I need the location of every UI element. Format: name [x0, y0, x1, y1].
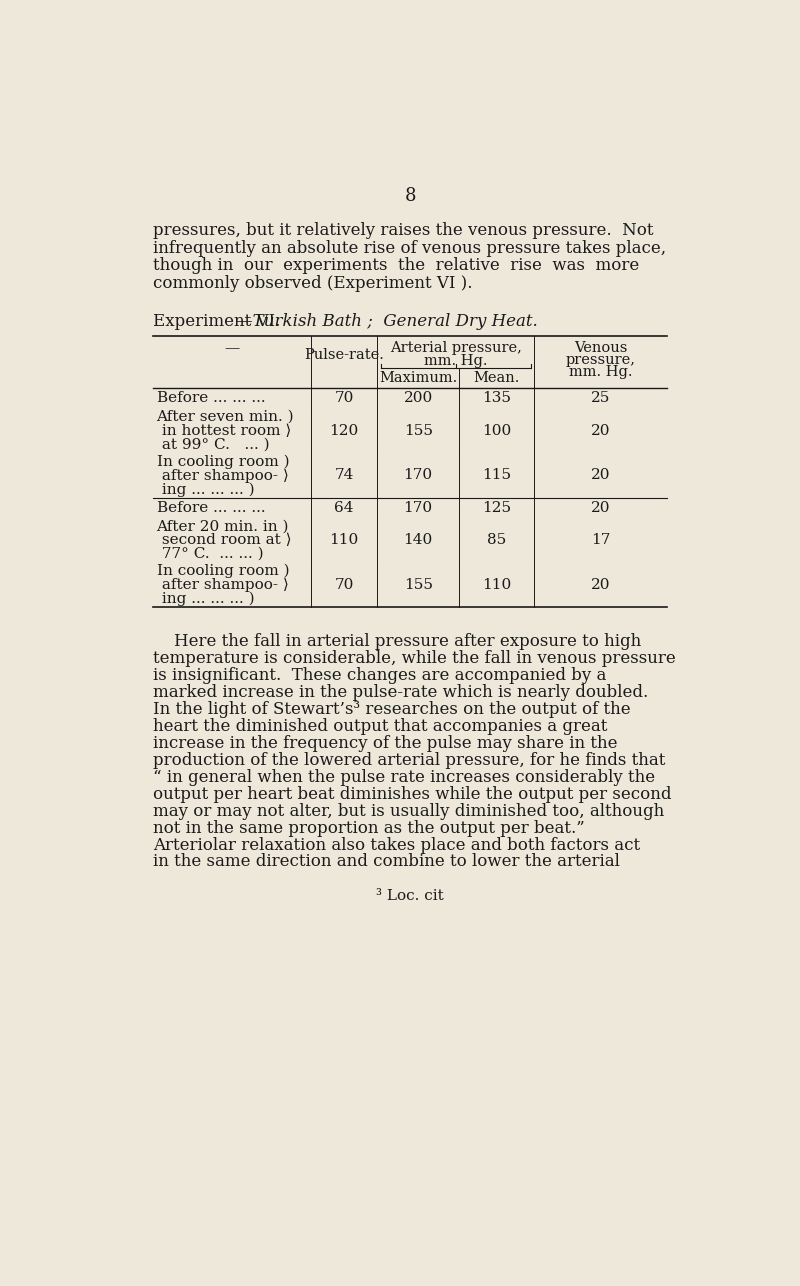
Text: 8: 8 [404, 186, 416, 204]
Text: 100: 100 [482, 424, 511, 437]
Text: 25: 25 [591, 391, 610, 405]
Text: “ in general when the pulse rate increases considerably the: “ in general when the pulse rate increas… [153, 769, 655, 786]
Text: pressure,: pressure, [566, 352, 636, 367]
Text: —Turkish Bath ;  General Dry Heat.: —Turkish Bath ; General Dry Heat. [237, 312, 538, 331]
Text: ³ Loc. cit: ³ Loc. cit [376, 889, 444, 903]
Text: In cooling room ): In cooling room ) [157, 565, 290, 579]
Text: output per heart beat diminishes while the output per second: output per heart beat diminishes while t… [153, 786, 671, 802]
Text: Pulse-rate.: Pulse-rate. [304, 347, 384, 361]
Text: 20: 20 [591, 424, 610, 437]
Text: ing ... ... ... ): ing ... ... ... ) [157, 592, 254, 606]
Text: After seven min. ): After seven min. ) [157, 410, 294, 424]
Text: Maximum.: Maximum. [379, 372, 458, 386]
Text: ing ... ... ... ): ing ... ... ... ) [157, 482, 254, 496]
Text: infrequently an absolute rise of venous pressure takes place,: infrequently an absolute rise of venous … [153, 239, 666, 257]
Text: may or may not alter, but is usually diminished too, although: may or may not alter, but is usually dim… [153, 802, 664, 819]
Text: mm. Hg.: mm. Hg. [424, 354, 487, 368]
Text: 120: 120 [330, 424, 358, 437]
Text: second room at ⟩: second room at ⟩ [157, 534, 291, 547]
Text: 125: 125 [482, 500, 511, 514]
Text: 74: 74 [334, 468, 354, 482]
Text: Before ... ... ...: Before ... ... ... [157, 391, 266, 405]
Text: 110: 110 [482, 577, 511, 592]
Text: —: — [224, 341, 239, 355]
Text: increase in the frequency of the pulse may share in the: increase in the frequency of the pulse m… [153, 734, 618, 752]
Text: 20: 20 [591, 468, 610, 482]
Text: 70: 70 [334, 577, 354, 592]
Text: 170: 170 [403, 468, 433, 482]
Text: mm. Hg.: mm. Hg. [569, 364, 633, 378]
Text: 135: 135 [482, 391, 511, 405]
Text: in the same direction and combine to lower the arterial: in the same direction and combine to low… [153, 854, 619, 871]
Text: Here the fall in arterial pressure after exposure to high: Here the fall in arterial pressure after… [153, 633, 641, 651]
Text: Before ... ... ...: Before ... ... ... [157, 500, 266, 514]
Text: 155: 155 [404, 577, 433, 592]
Text: though in  our  experiments  the  relative  rise  was  more: though in our experiments the relative r… [153, 257, 639, 274]
Text: heart the diminished output that accompanies a great: heart the diminished output that accompa… [153, 718, 607, 736]
Text: Experiment VI.: Experiment VI. [153, 312, 280, 331]
Text: Mean.: Mean. [474, 372, 520, 386]
Text: 85: 85 [486, 534, 506, 547]
Text: 115: 115 [482, 468, 511, 482]
Text: 20: 20 [591, 577, 610, 592]
Text: 110: 110 [330, 534, 358, 547]
Text: not in the same proportion as the output per beat.”: not in the same proportion as the output… [153, 819, 585, 837]
Text: 20: 20 [591, 500, 610, 514]
Text: 17: 17 [591, 534, 610, 547]
Text: in hottest room ⟩: in hottest room ⟩ [157, 424, 291, 437]
Text: 170: 170 [403, 500, 433, 514]
Text: temperature is considerable, while the fall in venous pressure: temperature is considerable, while the f… [153, 651, 675, 667]
Text: marked increase in the pulse-rate which is nearly doubled.: marked increase in the pulse-rate which … [153, 684, 648, 701]
Text: after shampoo- ⟩: after shampoo- ⟩ [157, 468, 289, 482]
Text: production of the lowered arterial pressure, for he finds that: production of the lowered arterial press… [153, 752, 665, 769]
Text: 155: 155 [404, 424, 433, 437]
Text: Arterial pressure,: Arterial pressure, [390, 341, 522, 355]
Text: at 99° C.   ... ): at 99° C. ... ) [157, 437, 269, 451]
Text: Arteriolar relaxation also takes place and both factors act: Arteriolar relaxation also takes place a… [153, 836, 640, 854]
Text: 77° C.  ... ... ): 77° C. ... ... ) [157, 547, 263, 561]
Text: pressures, but it relatively raises the venous pressure.  Not: pressures, but it relatively raises the … [153, 222, 654, 239]
Text: 64: 64 [334, 500, 354, 514]
Text: after shampoo- ⟩: after shampoo- ⟩ [157, 577, 289, 592]
Text: In cooling room ): In cooling room ) [157, 455, 290, 469]
Text: In the light of Stewart’s³ researches on the output of the: In the light of Stewart’s³ researches on… [153, 701, 630, 718]
Text: 140: 140 [403, 534, 433, 547]
Text: Venous: Venous [574, 341, 627, 355]
Text: is insignificant.  These changes are accompanied by a: is insignificant. These changes are acco… [153, 667, 606, 684]
Text: After 20 min. in ): After 20 min. in ) [157, 520, 289, 534]
Text: commonly observed (Experiment VI ).: commonly observed (Experiment VI ). [153, 275, 472, 292]
Text: 200: 200 [403, 391, 433, 405]
Text: 70: 70 [334, 391, 354, 405]
